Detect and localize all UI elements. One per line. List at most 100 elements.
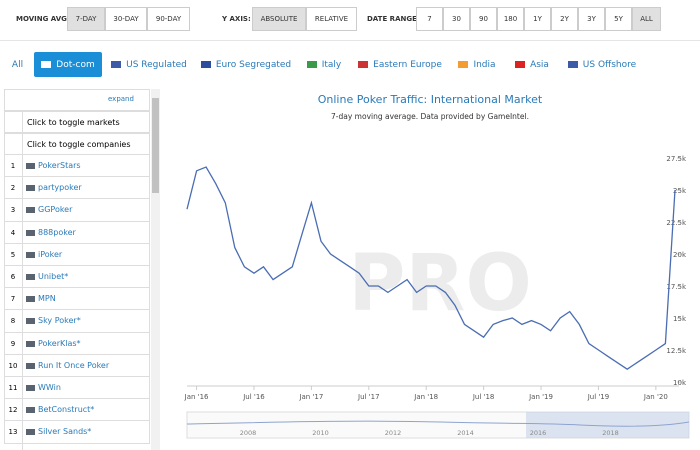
market-tab[interactable]: Italy [304,52,344,77]
company-name[interactable]: Run It Once Poker [38,360,110,370]
tab-label: Italy [321,59,342,70]
market-tab[interactable]: India [455,52,499,77]
company-name[interactable]: iPoker [38,249,63,259]
expand-link[interactable]: expand [108,95,134,103]
company-name[interactable]: BetConstruct* [38,405,95,415]
x-tick-label: Jan '16 [184,393,209,401]
option-button[interactable]: 7 [416,7,443,31]
flag-icon [458,61,469,68]
y-tick-label: 17.5k [666,283,687,291]
x-tick-label: Jul '17 [357,393,380,401]
row-number: 8 [10,317,16,326]
option-button[interactable]: ALL [632,7,661,31]
row-number: 13 [8,428,18,437]
row-number: 2 [10,184,16,193]
option-button[interactable]: 1Y [524,7,551,31]
option-button[interactable]: 30-DAY [105,7,147,31]
x-tick-label: Jul '18 [472,393,495,401]
company-name[interactable]: PokerKlas* [38,338,81,348]
company-icon [26,296,35,303]
company-icon [26,318,35,325]
tab-label: Eastern Europe [373,59,442,70]
row-cell [4,243,150,266]
y-tick-label: 12.5k [666,347,687,355]
company-name[interactable]: PokerStars [38,161,81,170]
row-number: 7 [10,295,16,304]
row-cell [4,199,150,222]
chart-subtitle: 7-day moving average. Data provided by G… [331,112,529,121]
option-button[interactable]: ABSOLUTE [252,7,306,31]
flag-icon [358,61,369,68]
company-icon [26,251,35,258]
company-name[interactable]: GGPoker [38,205,73,215]
divider [0,40,700,41]
row-number: 12 [8,406,18,415]
option-button[interactable]: 5Y [605,7,632,31]
navigator-label: 2012 [385,429,402,437]
navigator-label: 2014 [457,429,474,437]
row-number: 10 [8,361,18,370]
row-cell [4,288,150,311]
company-icon [26,340,35,347]
y-tick-label: 15k [673,315,687,323]
company-name[interactable]: WWin [38,383,61,392]
company-icon [26,163,35,169]
row-cell [4,266,150,289]
market-tab[interactable]: US Regulated [110,52,188,77]
row-cell [4,155,150,178]
tab-label: India [473,59,496,70]
company-name[interactable]: Silver Sands* [38,427,92,437]
row-cell [4,310,150,333]
market-tab[interactable]: US Offshore [566,52,638,77]
watermark: PRO [348,239,532,329]
x-tick-label: Jan '19 [528,393,553,401]
option-button[interactable]: RELATIVE [306,7,357,31]
option-button[interactable]: 90 [470,7,497,31]
col-line [22,111,23,450]
toggle-markets[interactable]: Click to toggle markets [4,111,150,133]
tab-label: All [11,59,24,70]
date_range-label: DATE RANGE: [367,15,420,23]
market-tab[interactable]: All [5,52,30,77]
market-tab[interactable]: Euro Segregated [200,52,292,77]
option-button[interactable]: 3Y [578,7,605,31]
y-tick-label: 10k [673,379,687,387]
navigator-label: 2018 [602,429,619,437]
flag-icon [111,61,122,68]
option-button[interactable]: 30 [443,7,470,31]
row-cell [4,421,150,444]
row-cell [4,332,150,355]
row-number: 1 [10,162,16,170]
market-tab[interactable]: Asia [513,52,551,77]
toggle-companies[interactable]: Click to toggle companies [4,133,150,155]
tab-label: US Offshore [582,59,637,70]
company-icon [26,185,35,192]
flag-icon [200,61,211,68]
x-tick-label: Jul '16 [242,393,265,401]
row-cell [4,377,150,400]
market-tab[interactable]: Eastern Europe [358,52,442,77]
option-button[interactable]: 7-DAY [67,7,105,31]
market-tab[interactable]: Dot-com [34,52,102,77]
company-icon [26,229,35,236]
option-button[interactable]: 2Y [551,7,578,31]
company-name[interactable]: MPN [38,294,56,304]
flag-icon [306,61,317,68]
row-number: 3 [10,206,16,215]
row-number: 11 [8,384,18,392]
chart-title: Online Poker Traffic: International Mark… [318,93,543,106]
row-cell [4,354,150,377]
y-tick-label: 22.5k [666,219,687,227]
company-name[interactable]: 888poker [38,227,76,237]
y-tick-label: 25k [673,187,687,195]
chart: PRO Online Poker Traffic: International M… [184,93,690,439]
option-button[interactable]: 180 [497,7,524,31]
row-number: 6 [10,273,16,281]
flag-icon [515,61,526,68]
company-name[interactable]: Unibet* [38,272,69,281]
y-tick-label: 20k [673,251,687,259]
company-name[interactable]: partypoker [38,183,82,193]
company-name[interactable]: Sky Poker* [38,316,81,326]
option-button[interactable]: 90-DAY [147,7,190,31]
row-number: 5 [10,250,16,259]
